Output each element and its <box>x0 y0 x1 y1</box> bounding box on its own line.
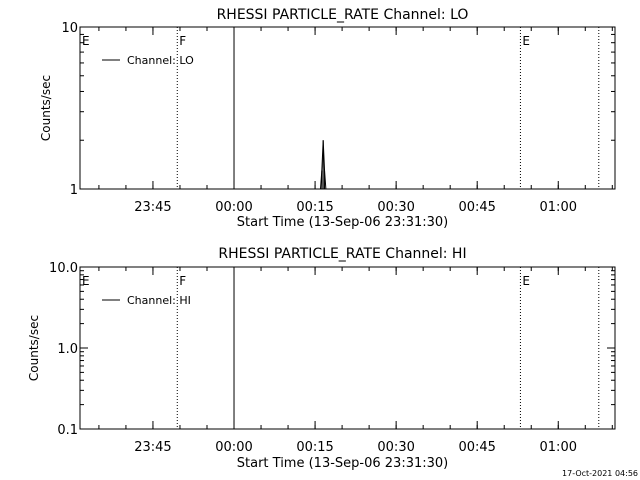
event-marker-label: E <box>82 34 90 48</box>
y-tick-label: 1 <box>70 183 78 198</box>
plot-frame <box>79 26 616 190</box>
y-tick-label: 1.0 <box>57 342 78 357</box>
event-marker-label: E <box>522 274 530 288</box>
event-marker-label: E <box>82 274 90 288</box>
x-axis-label: Start Time (13-Sep-06 23:31:30) <box>237 456 448 471</box>
chart-title: RHESSI PARTICLE_RATE Channel: LO <box>217 7 469 23</box>
x-tick-label: 00:00 <box>215 440 252 455</box>
event-marker-label: F <box>179 34 186 48</box>
x-tick-label: 00:15 <box>296 440 333 455</box>
legend-label: Channel: HI <box>127 294 191 307</box>
x-tick-label: 23:45 <box>134 440 171 455</box>
x-tick-label: 00:30 <box>377 200 414 215</box>
chart-title: RHESSI PARTICLE_RATE Channel: HI <box>218 246 466 262</box>
legend-label: Channel: LO <box>127 54 194 67</box>
timestamp-label: 17-Oct-2021 04:56 <box>562 469 638 478</box>
y-tick-label: 10 <box>61 21 78 36</box>
x-tick-label: 23:45 <box>134 200 171 215</box>
x-tick-label: 00:45 <box>458 440 495 455</box>
x-tick-label: 00:00 <box>215 200 252 215</box>
x-tick-label: 00:30 <box>377 440 414 455</box>
y-axis-label: Counts/sec <box>39 75 53 141</box>
x-tick-label: 01:00 <box>540 200 577 215</box>
event-marker-label: E <box>522 34 530 48</box>
y-tick-label: 0.1 <box>57 423 78 438</box>
x-tick-label: 00:45 <box>458 200 495 215</box>
x-axis-label: Start Time (13-Sep-06 23:31:30) <box>237 215 448 230</box>
event-marker-label: F <box>179 274 186 288</box>
y-axis-label: Counts/sec <box>27 315 41 381</box>
y-tick-label: 10.0 <box>49 261 78 276</box>
x-tick-label: 00:15 <box>296 200 333 215</box>
plot-frame <box>79 266 616 430</box>
x-tick-label: 01:00 <box>540 440 577 455</box>
